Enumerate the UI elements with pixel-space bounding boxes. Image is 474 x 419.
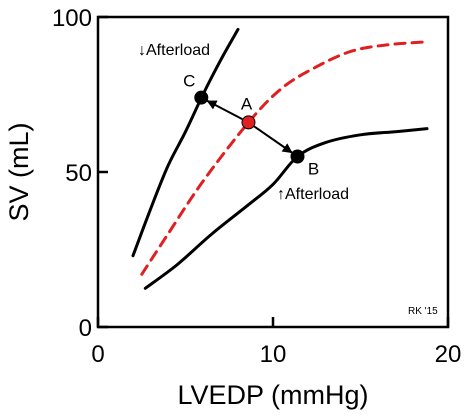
y-tick-label-100: 100 [52,5,92,32]
x-tick-label-0: 0 [91,341,104,368]
arrow-a-to-c [206,100,243,120]
credit-text: RK '15 [408,306,438,317]
x-tick-label-10: 10 [260,341,287,368]
point-label-a: A [241,94,253,113]
y-tick-label-0: 0 [79,315,92,342]
y-ticks: 0 50 100 [52,5,108,342]
y-tick-label-50: 50 [65,160,92,187]
series-line-increased-afterload-curve [143,127,429,290]
annotation-decreased-afterload: ↓Afterload [138,42,210,59]
arrow-layer [206,100,293,154]
point-label-b: B [308,160,319,179]
point-c [194,90,209,105]
x-axis-label: LVEDP (mmHg) [177,380,368,410]
series-line-decreased-afterload-curve [131,27,240,258]
point-layer: A B C [183,72,319,179]
point-label-c: C [183,72,195,91]
x-tick-label-20: 20 [435,341,462,368]
series-layer [131,27,429,290]
x-ticks: 0 10 20 [91,317,461,368]
annotation-increased-afterload: ↑Afterload [277,186,349,203]
point-a [241,115,256,130]
y-axis-label: SV (mL) [4,122,34,221]
point-b [290,149,305,164]
plot-frame [96,15,450,329]
arrow-a-to-b [253,125,293,154]
